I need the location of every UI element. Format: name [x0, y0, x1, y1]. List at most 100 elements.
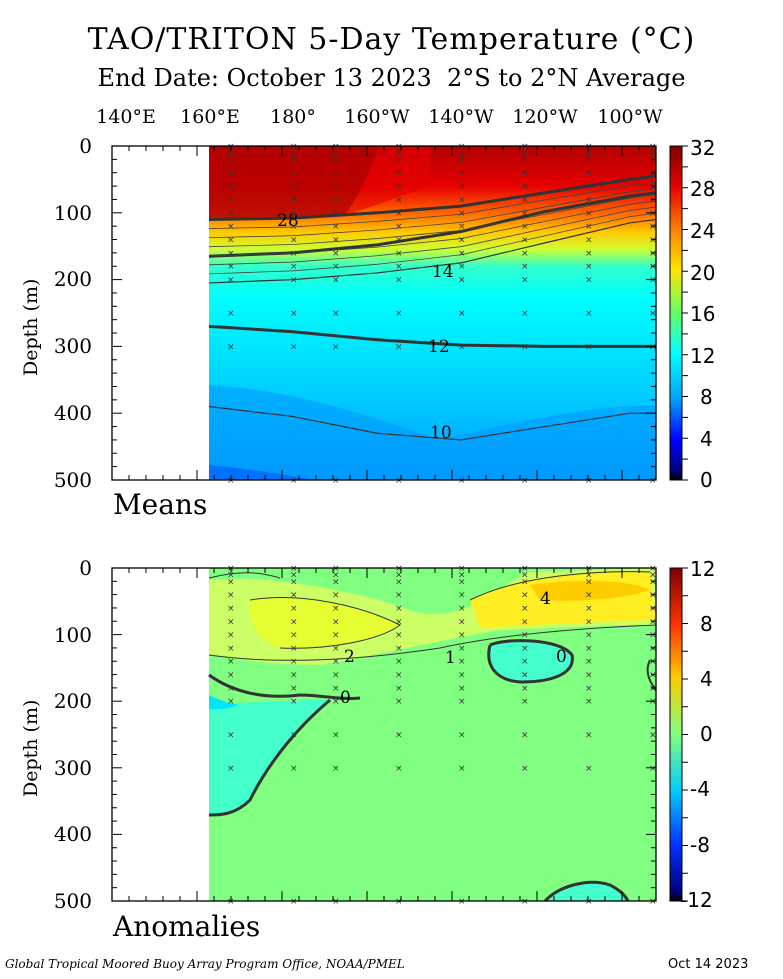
cool-deep-region	[209, 385, 656, 480]
anom-sample-mark: ×	[332, 684, 340, 694]
anom-contour-label-1: 1	[445, 648, 456, 668]
means-sample-mark: ×	[290, 209, 298, 219]
isotherm-t28	[208, 174, 657, 221]
anom-ylabel: Depth (m)	[20, 699, 42, 797]
anom-sample-mark: ×	[585, 617, 593, 627]
anom-sample-mark: ×	[332, 604, 340, 614]
anom-sample-mark: ×	[332, 671, 340, 681]
anom-sample-mark: ×	[332, 617, 340, 627]
means-colorbar-ticks	[682, 145, 688, 481]
means-sample-mark: ×	[585, 249, 593, 259]
anom-sample-mark: ×	[395, 731, 403, 741]
means-sample-mark: ×	[521, 222, 529, 232]
anom-sample-mark: ×	[458, 764, 466, 774]
means-sample-mark: ×	[649, 342, 657, 352]
anom-sample-mark: ×	[649, 604, 657, 614]
means-sample-mark: ×	[395, 249, 403, 259]
isotherm-thin	[208, 188, 657, 239]
means-sample-mark: ×	[332, 276, 340, 286]
means-sample-mark: ×	[649, 209, 657, 219]
means-sample-mark: ×	[290, 155, 298, 165]
means-ytick-400: 400	[53, 401, 92, 425]
means-cb-label-0: 0	[700, 468, 713, 492]
anom-sample-mark: ×	[649, 657, 657, 667]
means-sample-mark: ×	[290, 476, 298, 486]
means-sample-mark: ×	[521, 309, 529, 319]
anom-sample-mark: ×	[521, 897, 529, 907]
means-sample-mark: ×	[649, 236, 657, 246]
contour-label-28: 28	[277, 211, 299, 231]
means-sample-mark: ×	[332, 195, 340, 205]
chart-title: TAO/TRITON 5-Day Temperature (°C)	[87, 22, 696, 57]
means-sample-mark: ×	[332, 209, 340, 219]
anom-sample-mark: ×	[585, 644, 593, 654]
anom-sample-mark: ×	[290, 671, 298, 681]
isotherm-thin	[208, 206, 657, 266]
means-sample-mark: ×	[227, 182, 235, 192]
means-sample-mark: ×	[649, 249, 657, 259]
means-sample-mark: ×	[332, 309, 340, 319]
anom-sample-mark: ×	[585, 564, 593, 574]
lon-label-120w: 120°W	[512, 106, 578, 128]
anom-sample-mark: ×	[521, 731, 529, 741]
means-sample-mark: ×	[458, 182, 466, 192]
means-sample-mark: ×	[458, 209, 466, 219]
anom-cb-label-12: 12	[690, 557, 716, 581]
anom-sample-mark: ×	[227, 731, 235, 741]
anom-sample-mark: ×	[290, 731, 298, 741]
anom-sample-mark: ×	[395, 631, 403, 641]
anom-sample-mark: ×	[649, 571, 657, 581]
anom-sample-mark: ×	[332, 564, 340, 574]
means-panel-label: Means	[113, 488, 208, 521]
means-ytick-200: 200	[53, 267, 92, 291]
anom-sample-mark: ×	[521, 644, 529, 654]
anom-sample-mark: ×	[521, 684, 529, 694]
means-sample-marks: × × × × × × × × × × × × × × × × × × × × × × × × × × × × × × × × × × × × × × × ×…	[227, 142, 657, 486]
means-sample-mark: ×	[290, 169, 298, 179]
anom-contour-label-2: 2	[344, 647, 355, 667]
anom-sample-mark: ×	[521, 764, 529, 774]
isotherm-t10	[208, 405, 656, 441]
anom-sample-mark: ×	[458, 671, 466, 681]
anom-negative-region-3	[545, 882, 628, 901]
anom-sample-mark: ×	[395, 591, 403, 601]
anom-contour	[208, 673, 361, 700]
means-sample-mark: ×	[332, 155, 340, 165]
lon-label-180: 180°	[270, 106, 316, 128]
anom-sample-mark: ×	[290, 644, 298, 654]
means-cb-label-20: 20	[690, 261, 716, 285]
means-sample-mark: ×	[332, 169, 340, 179]
means-sample-mark: ×	[227, 262, 235, 272]
anom-sample-mark: ×	[458, 697, 466, 707]
warm-region-28plus	[345, 146, 431, 215]
anom-sample-mark: ×	[227, 644, 235, 654]
anom-sample-mark: ×	[290, 564, 298, 574]
isotherm-thin	[208, 200, 657, 257]
anom-sample-mark: ×	[458, 604, 466, 614]
means-sample-mark: ×	[458, 276, 466, 286]
anom-sample-mark: ×	[585, 684, 593, 694]
means-sample-mark: ×	[458, 169, 466, 179]
anom-sample-mark: ×	[395, 764, 403, 774]
anom-sample-mark: ×	[458, 631, 466, 641]
means-sample-mark: ×	[332, 342, 340, 352]
means-sample-mark: ×	[458, 222, 466, 232]
means-cb-label-16: 16	[690, 302, 716, 326]
anom-sample-mark: ×	[521, 631, 529, 641]
anom-contour	[208, 572, 281, 579]
coldest-region	[209, 465, 320, 480]
footer-credit: Global Tropical Moored Buoy Array Progra…	[5, 957, 405, 971]
means-sample-mark: ×	[585, 222, 593, 232]
means-ticks	[111, 145, 657, 481]
anom-sample-mark: ×	[521, 617, 529, 627]
anom-cb-label-4: 4	[700, 667, 713, 691]
means-sample-mark: ×	[585, 195, 593, 205]
means-sample-mark: ×	[332, 236, 340, 246]
anom-sample-mark: ×	[227, 571, 235, 581]
means-sample-mark: ×	[521, 155, 529, 165]
anom-sample-mark: ×	[290, 897, 298, 907]
means-cb-label-24: 24	[690, 219, 716, 243]
anom-sample-mark: ×	[585, 571, 593, 581]
anom-sample-mark: ×	[332, 591, 340, 601]
means-sample-mark: ×	[227, 309, 235, 319]
